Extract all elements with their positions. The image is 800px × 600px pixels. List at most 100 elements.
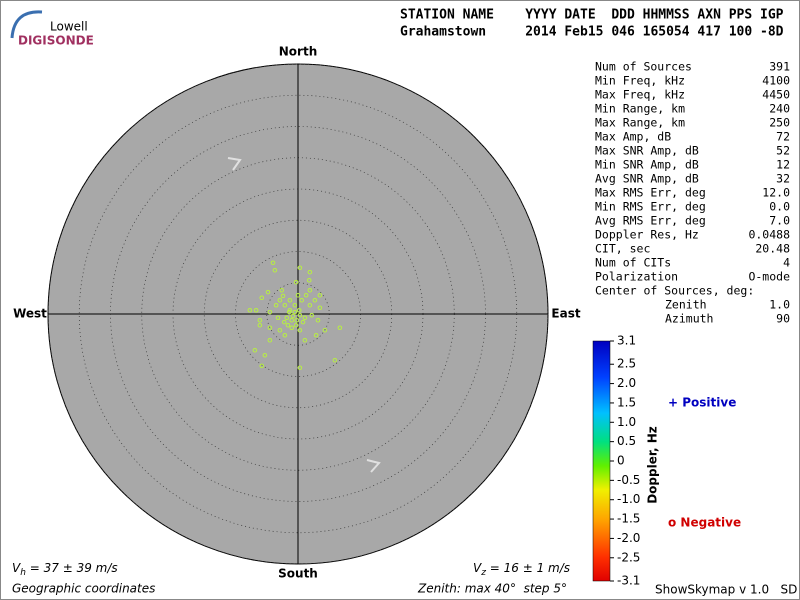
colorbar-tick-label: 0.5 [617, 434, 636, 448]
stat-value: 72 [776, 130, 790, 144]
center-value: 90 [776, 312, 790, 326]
source-point [257, 317, 263, 323]
wind-arrow [227, 157, 381, 473]
north-label: North [279, 45, 317, 59]
center-title: Center of Sources, deg: [595, 284, 754, 298]
stat-label: Max RMS Err, deg [595, 186, 706, 200]
source-point [317, 305, 323, 311]
source-point [294, 317, 300, 323]
source-point [300, 319, 306, 325]
stat-value: 250 [769, 116, 790, 130]
source-point [275, 315, 281, 321]
source-point [297, 265, 303, 271]
source-point [286, 309, 292, 315]
header-values: Grahamstown 2014 Feb15 046 165054 417 10… [400, 25, 784, 40]
stat-value: 32 [776, 172, 790, 186]
source-point [280, 293, 286, 299]
header-columns: STATION NAME YYYY DATE DDD HHMMSS AXN PP… [400, 8, 784, 23]
stat-value: 12 [776, 158, 790, 172]
stat-label: Min RMS Err, deg [595, 200, 706, 214]
logo-bottom: DIGISONDE [18, 34, 94, 48]
stat-value: 7.0 [769, 214, 790, 228]
source-point [297, 327, 303, 333]
source-point [267, 309, 273, 315]
colorbar-label: Doppler, Hz [646, 426, 660, 504]
source-point [292, 302, 298, 308]
source-point [315, 317, 321, 323]
source-point [289, 317, 295, 323]
center-label: Zenith [665, 298, 707, 312]
stat-label: Min Range, km [595, 102, 685, 116]
colorbar-tick-label: 2.5 [617, 357, 636, 371]
vh-text: Vh = 37 ± 39 m/s [12, 561, 118, 578]
source-point [337, 325, 343, 331]
stat-label: Max Range, km [595, 116, 685, 130]
source-point [253, 307, 259, 313]
stat-value: 240 [769, 102, 790, 116]
source-point [287, 297, 293, 303]
colorbar-tick-label: -0.5 [617, 473, 640, 487]
source-point [290, 313, 296, 319]
source-point [273, 302, 279, 308]
source-point [307, 287, 313, 293]
source-point [265, 289, 271, 295]
source-point [313, 332, 319, 338]
source-point [297, 365, 303, 371]
legend-negative: o Negative [668, 516, 741, 530]
source-point [307, 302, 313, 308]
colorbar-tick-label: 0 [617, 454, 625, 468]
source-point [267, 337, 273, 343]
source-point [247, 307, 253, 313]
stat-label: Min SNR Amp, dB [595, 158, 699, 172]
stat-value: 52 [776, 144, 790, 158]
stat-value: 0.0488 [748, 228, 790, 242]
source-point [332, 357, 338, 363]
stat-label: Min Freq, kHz [595, 74, 685, 88]
source-point [297, 312, 303, 318]
stat-value: 0.0 [769, 200, 790, 214]
center-value: 1.0 [769, 298, 790, 312]
source-point [272, 267, 278, 273]
stat-label: Doppler Res, Hz [595, 228, 699, 242]
source-point [299, 297, 305, 303]
stat-value: 4100 [762, 74, 790, 88]
source-point [279, 287, 285, 293]
colorbar-tick-label: 1.0 [617, 415, 636, 429]
vz-text: Vz = 16 ± 1 m/s [473, 561, 570, 578]
south-label: South [278, 567, 318, 581]
legend-positive: + Positive [668, 396, 736, 410]
source-point [262, 352, 268, 358]
colorbar-tick-label: -1.0 [617, 492, 640, 506]
colorbar-tick-label: -2.0 [617, 531, 640, 545]
source-point [303, 292, 309, 298]
source-point [267, 325, 273, 331]
zenith-text: Zenith: max 40° step 5° [417, 582, 567, 596]
stat-label: Avg RMS Err, deg [595, 214, 706, 228]
colorbar-tick-label: -1.5 [617, 512, 640, 526]
stat-label: Avg SNR Amp, dB [595, 172, 699, 186]
stat-value: 4450 [762, 88, 790, 102]
source-point [302, 315, 308, 321]
source-point [296, 307, 302, 313]
colorbar-tick-label: -2.5 [617, 550, 640, 564]
logo-swoosh [10, 10, 43, 39]
stat-label: Max Amp, dB [595, 130, 671, 144]
source-point [282, 302, 288, 308]
stat-label: CIT, sec [595, 242, 650, 256]
stat-value: 20.48 [755, 242, 790, 256]
source-point [257, 322, 263, 328]
source-point [322, 327, 328, 333]
stat-label: Num of CITs [595, 256, 671, 270]
source-point [307, 269, 313, 275]
colorbar-tick-label: 2.0 [617, 376, 636, 390]
source-point [282, 332, 288, 338]
center-label: Azimuth [665, 312, 713, 326]
stat-value: 391 [769, 60, 790, 74]
logo-top: Lowell [50, 20, 88, 34]
polar-plot [47, 63, 549, 565]
source-point [317, 292, 323, 298]
source-point [270, 260, 276, 266]
source-point [289, 325, 295, 331]
colorbar [592, 340, 611, 582]
stat-value: O-mode [748, 270, 790, 284]
